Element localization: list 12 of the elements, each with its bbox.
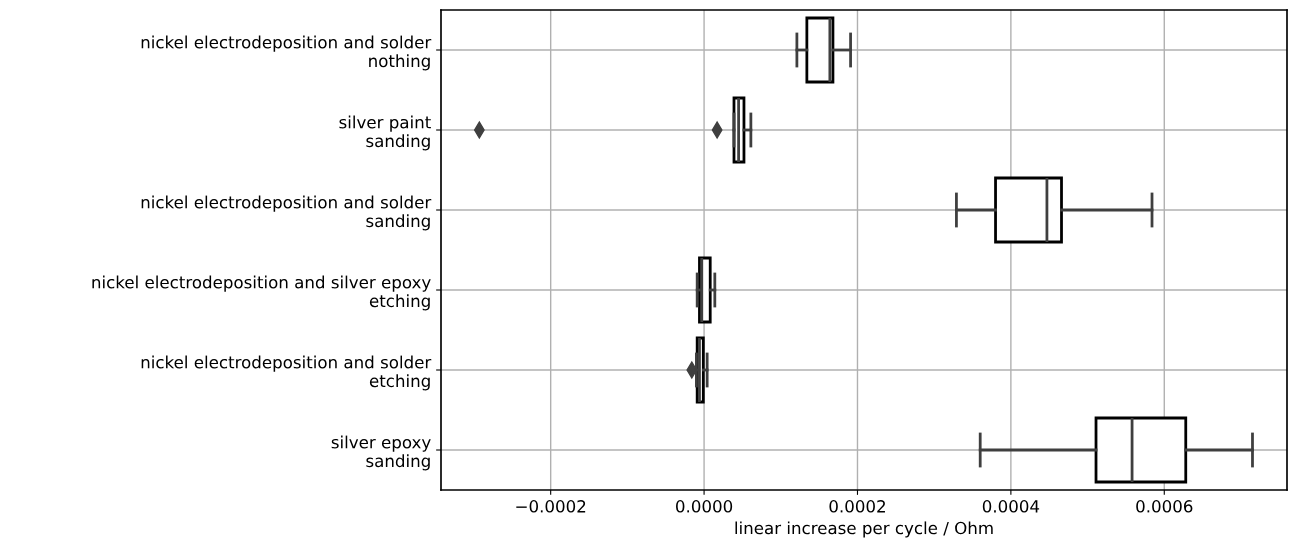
y-tick-label: nickel electrodeposition and solder nothing [141,35,432,71]
y-tick-label: silver epoxy sanding [331,435,431,471]
x-tick-label: −0.0002 [516,500,586,513]
y-tick-label: nickel electrodeposition and silver epoxy etching [92,275,431,311]
x-axis-title: linear increase per cycle / Ohm [735,521,993,538]
x-tick-label: 0.0004 [982,500,1040,513]
x-tick-label: 0.0000 [676,500,733,513]
y-tick-label: nickel electrodeposition and solder etching [141,355,432,391]
y-tick-label: silver paint sanding [339,115,431,151]
x-tick-label: 0.0002 [829,500,885,513]
y-tick-label: nickel electrodeposition and solder sanding [141,195,432,231]
x-tick-label: 0.0006 [1136,500,1193,513]
